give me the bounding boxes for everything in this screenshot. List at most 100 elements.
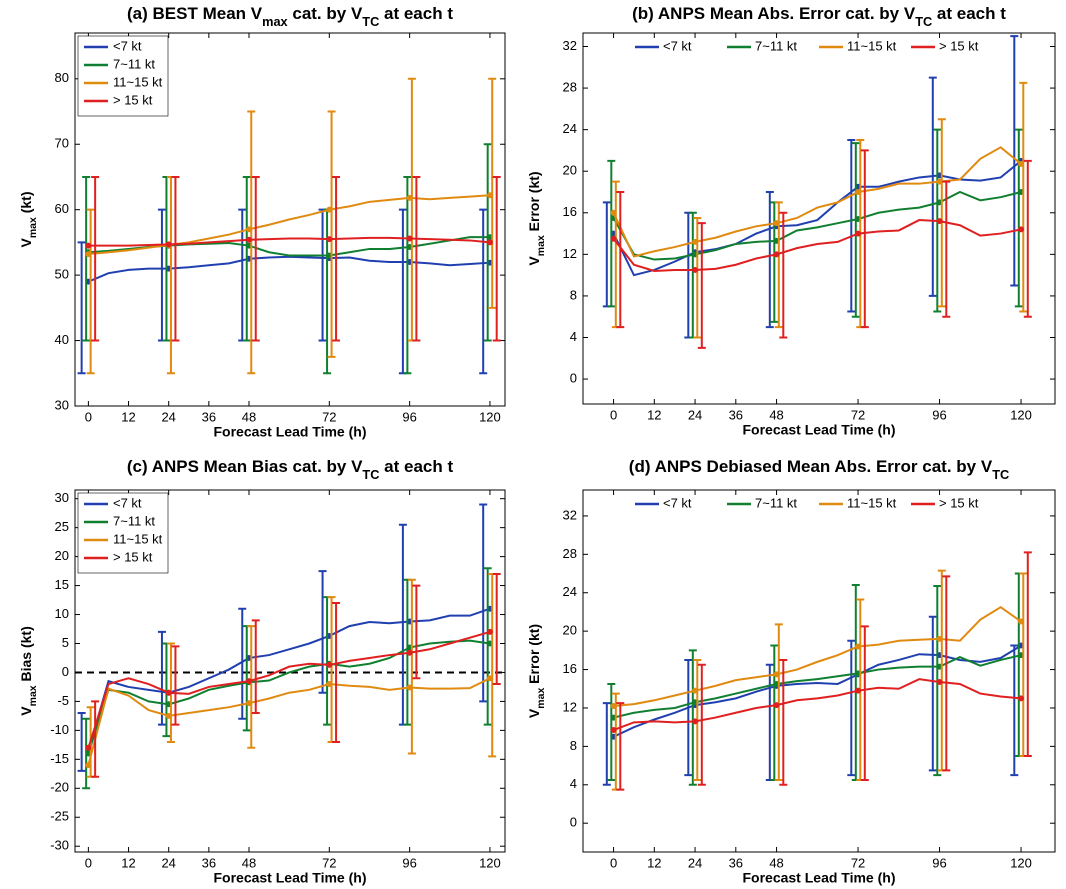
error-bar <box>238 607 247 720</box>
point-marker <box>486 628 493 635</box>
subscript: max <box>535 688 547 709</box>
error-bar <box>251 175 260 342</box>
y-tick-label: 10 <box>55 606 69 621</box>
text-part: Error (kt) <box>526 171 542 235</box>
error-bar <box>171 645 180 726</box>
error-bar <box>928 76 937 297</box>
error-bar <box>1014 572 1023 757</box>
text-part: cat. by V <box>288 4 363 23</box>
plot-frame <box>582 489 1056 853</box>
x-tick-label: 36 <box>729 407 743 422</box>
y-tick-label: -20 <box>50 780 69 795</box>
point-marker <box>406 235 413 242</box>
legend: <7 kt 7~11 kt 11~15 kt > 15 kt <box>635 38 979 53</box>
x-tick-label: 48 <box>242 855 256 870</box>
point-marker <box>773 702 780 709</box>
error-bar <box>602 702 611 786</box>
legend-label: 11~15 kt <box>847 38 897 53</box>
error-bar <box>403 175 412 375</box>
point-marker <box>1018 226 1025 233</box>
x-tick-label: 48 <box>769 407 783 422</box>
legend-box <box>77 492 169 574</box>
x-tick-label: 36 <box>202 409 216 424</box>
y-tick-label: 32 <box>563 507 577 522</box>
error-bar <box>847 139 856 313</box>
text-part: (b) ANPS Mean Abs. Error cat. by V <box>632 4 916 23</box>
x-axis-label: Forecast Lead Time (h) <box>742 422 895 438</box>
error-bar <box>1010 35 1019 287</box>
y-axis-label: Vmax Error (kt) <box>526 171 547 265</box>
error-bar <box>86 208 95 375</box>
text-part: V <box>526 708 542 718</box>
point-marker <box>855 230 862 237</box>
error-bar <box>91 175 100 342</box>
y-tick-label: 30 <box>55 490 69 505</box>
x-tick-label: 96 <box>932 855 946 870</box>
error-bar <box>851 142 860 318</box>
x-axis-label: Forecast Lead Time (h) <box>742 870 895 886</box>
x-tick-label: 24 <box>688 407 702 422</box>
error-bar <box>937 569 946 772</box>
error-bar <box>607 159 616 308</box>
point-marker <box>486 675 493 682</box>
error-bar <box>327 596 336 743</box>
series-line <box>87 630 491 749</box>
error-bar <box>91 700 100 778</box>
error-bar <box>398 208 407 375</box>
y-tick-label: 16 <box>563 661 577 676</box>
error-bar <box>398 523 407 726</box>
legend-label: <7 kt <box>663 495 692 510</box>
error-bar <box>77 711 86 772</box>
y-tick-label: 12 <box>563 699 577 714</box>
text-part: (kt) <box>18 191 34 217</box>
error-bar <box>251 619 260 714</box>
subscript: max <box>27 685 39 706</box>
y-tick-label: 28 <box>563 546 577 561</box>
panel-title: (d) ANPS Debiased Mean Abs. Error cat. b… <box>629 457 1009 481</box>
y-tick-label: 28 <box>563 80 577 95</box>
error-bar <box>1010 644 1019 777</box>
point-marker <box>936 679 943 686</box>
error-bar <box>479 503 488 703</box>
y-tick-label: 12 <box>563 246 577 261</box>
y-tick-label: 0 <box>62 664 69 679</box>
point-marker <box>610 703 617 710</box>
x-tick-label: 72 <box>851 855 865 870</box>
point-marker <box>326 206 333 213</box>
x-tick-label: 120 <box>479 855 501 870</box>
point-marker <box>1018 618 1025 625</box>
text-part: Bias (kt) <box>18 626 34 685</box>
error-bar <box>616 191 625 329</box>
error-bar <box>688 211 697 339</box>
text-part: V <box>18 706 34 716</box>
legend-label: 7~11 kt <box>755 38 797 53</box>
error-bar <box>332 175 341 342</box>
series-line <box>88 194 491 256</box>
text-part: V <box>18 238 34 248</box>
plot-frame <box>74 489 506 853</box>
y-tick-label: 4 <box>570 329 577 344</box>
x-tick-label: 48 <box>242 409 256 424</box>
error-bar <box>247 625 256 749</box>
panel-title: (c) ANPS Mean Bias cat. by VTC at each t <box>127 457 454 481</box>
error-bar <box>928 615 937 772</box>
x-tick-label: 72 <box>851 407 865 422</box>
error-bar <box>1014 128 1023 308</box>
point-marker <box>936 178 943 185</box>
point-marker <box>855 687 862 694</box>
error-bar <box>860 149 869 329</box>
panel: (d) ANPS Debiased Mean Abs. Error cat. b… <box>526 457 1056 886</box>
y-tick-label: 0 <box>570 815 577 830</box>
x-tick-label: 96 <box>932 407 946 422</box>
x-tick-label: 72 <box>322 409 336 424</box>
error-bar <box>318 208 327 342</box>
series-line <box>88 236 491 247</box>
error-bar <box>851 584 860 781</box>
point-marker <box>246 700 253 707</box>
error-bar <box>171 175 180 342</box>
point-marker <box>326 236 333 243</box>
point-marker <box>855 189 862 195</box>
series-line <box>612 190 1022 261</box>
point-marker <box>486 192 493 199</box>
